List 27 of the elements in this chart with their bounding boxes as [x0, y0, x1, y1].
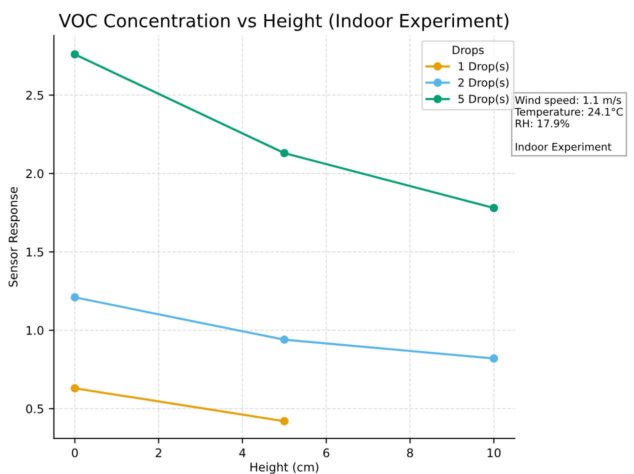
legend-title: Drops — [452, 46, 484, 56]
x-tick-label: 10 — [488, 448, 501, 458]
point — [70, 293, 80, 302]
y-tick-label: 2.5 — [26, 90, 44, 100]
y-axis-title: Sensor Response — [8, 187, 20, 287]
y-tick-label: 1.5 — [26, 248, 44, 257]
x-tick-label: 2 — [156, 448, 162, 458]
chart-title: VOC Concentration vs Height (Indoor Experiment) — [58, 13, 508, 31]
point — [490, 354, 498, 363]
x-tick-label: 6 — [323, 448, 330, 458]
y-tick-label: 1.0 — [26, 326, 44, 335]
point — [280, 148, 289, 158]
point — [70, 384, 80, 392]
x-tick-label: 0 — [72, 448, 78, 458]
point — [70, 50, 80, 59]
legend-label: 1 Drop(s) — [458, 62, 508, 73]
y-tick-label: 0.5 — [26, 404, 44, 414]
text: Wind speed: 1.1 m/s Temperature: 24.1°C RH: 17.9% Indoor Experiment — [514, 96, 623, 153]
point — [490, 204, 498, 212]
point — [280, 336, 289, 344]
y-tick-label: 2.0 — [26, 169, 44, 178]
legend-label: 2 Drop(s) — [458, 78, 508, 89]
legend-label: 5 Drop(s) — [458, 94, 508, 106]
x-axis-title: Height (cm) — [250, 462, 318, 474]
point — [280, 417, 289, 426]
x-tick-label: 4 — [239, 448, 246, 458]
x-tick-label: 8 — [407, 448, 413, 458]
